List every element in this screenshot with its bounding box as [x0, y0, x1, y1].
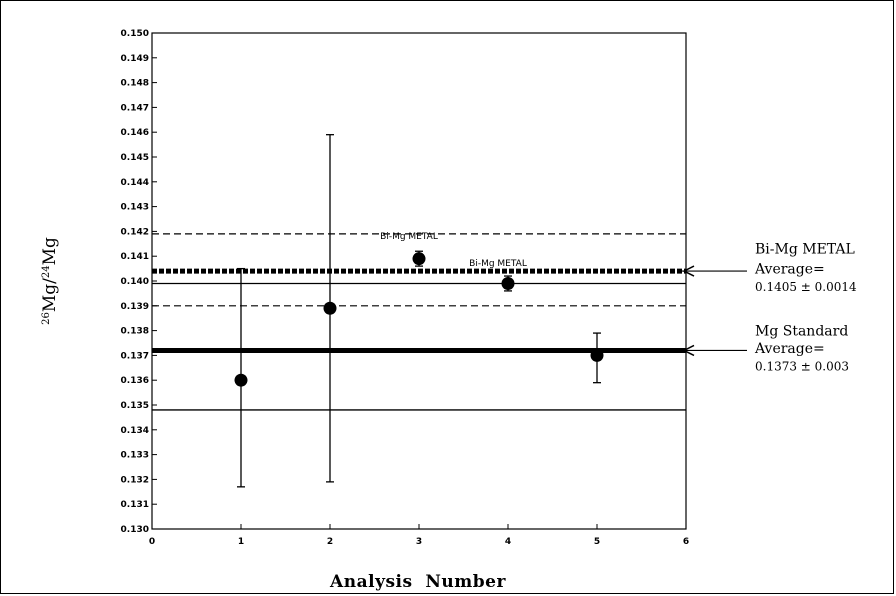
- x-tick-label: 6: [683, 537, 689, 547]
- data-point: [412, 252, 426, 266]
- y-tick-label: 0.146: [121, 128, 149, 138]
- y-tick-label: 0.144: [121, 178, 149, 188]
- y-tick-label: 0.136: [121, 376, 149, 386]
- data-point: [501, 276, 515, 290]
- y-tick-label: 0.148: [121, 79, 149, 89]
- error-bars: [237, 134, 601, 488]
- annotations: Bi-Mg METAL Average= 0.1405 ± 0.0014 Mg Sta…: [682, 242, 857, 373]
- annotation-title: Bi-Mg METAL: [755, 242, 855, 258]
- y-tick-label: 0.134: [121, 426, 149, 436]
- annotation-value: 0.1373 ± 0.003: [755, 359, 849, 373]
- data-point: [590, 348, 604, 362]
- y-tick-label: 0.130: [121, 525, 149, 535]
- point-label: Bi-Mg METAL: [469, 259, 527, 269]
- svg-text:26Mg/24Mg: 26Mg/24Mg: [40, 237, 60, 325]
- y-tick-label: 0.142: [121, 227, 149, 237]
- annotation-subtitle: Average=: [754, 262, 825, 278]
- y-label-mass-26: 26: [41, 312, 52, 325]
- annotation-arrow-head: [682, 265, 695, 277]
- y-tick-label: 0.141: [121, 252, 149, 262]
- annotation-value: 0.1405 ± 0.0014: [755, 280, 857, 294]
- x-axis: 0 1 2 3 4 5 6: [149, 524, 689, 547]
- y-tick-label: 0.132: [121, 475, 149, 485]
- y-tick-label: 0.138: [121, 327, 149, 337]
- y-tick-label: 0.137: [121, 351, 149, 361]
- x-axis-label: Analysis Number: [329, 572, 506, 592]
- x-tick-label: 1: [238, 537, 244, 547]
- y-tick-label: 0.131: [121, 500, 149, 510]
- annotation-arrow-head: [682, 344, 695, 357]
- x-tick-label: 0: [149, 537, 155, 547]
- x-tick-label: 2: [327, 537, 333, 547]
- y-axis-label: 26Mg/24Mg: [40, 237, 60, 325]
- y-axis: 0.130 0.131 0.132 0.133 0.134 0.135 0.136 0.137…: [121, 29, 157, 535]
- x-tick-label: 4: [505, 537, 511, 547]
- x-tick-label: 3: [416, 537, 422, 547]
- y-tick-label: 0.135: [121, 401, 149, 411]
- y-tick-label: 0.147: [121, 103, 149, 113]
- annotation-subtitle: Average=: [754, 341, 825, 357]
- data-point: [323, 301, 337, 315]
- y-tick-label: 0.150: [121, 29, 149, 39]
- y-tick-label: 0.143: [121, 203, 149, 213]
- point-labels: Bi-Mg METAL Bi-Mg METAL: [380, 232, 527, 269]
- annotation-title: Mg Standard: [755, 324, 848, 340]
- y-tick-label: 0.140: [121, 277, 149, 287]
- y-label-mass-24: 24: [41, 265, 52, 278]
- x-tick-label: 5: [594, 537, 600, 547]
- data-point: [234, 373, 248, 387]
- y-tick-label: 0.145: [121, 153, 149, 163]
- y-tick-label: 0.149: [121, 54, 149, 64]
- y-label-elem-2: Mg: [40, 237, 60, 265]
- plot-area: [151, 32, 687, 530]
- data-points: [234, 252, 604, 387]
- point-label: Bi-Mg METAL: [380, 232, 438, 242]
- y-label-elem-1: Mg/: [40, 278, 60, 312]
- y-tick-label: 0.139: [121, 302, 149, 312]
- y-tick-label: 0.133: [121, 451, 149, 461]
